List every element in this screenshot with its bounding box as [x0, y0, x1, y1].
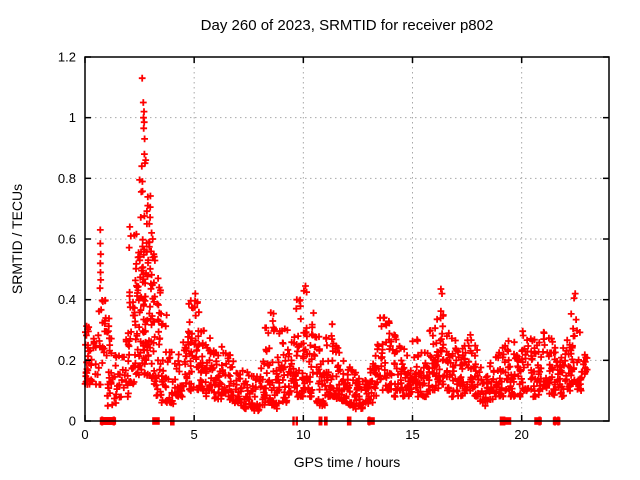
y-tick-label: 0.8: [58, 171, 76, 186]
x-axis-label: GPS time / hours: [294, 454, 401, 470]
x-tick-label: 15: [405, 427, 419, 442]
y-tick-labels: 0 0.2 0.4 0.6 0.8 1 1.2: [58, 50, 76, 429]
y-tick-label: 0.2: [58, 353, 76, 368]
x-tick-label: 0: [81, 427, 88, 442]
y-tick-label: 1.2: [58, 50, 76, 65]
gridlines: [85, 57, 609, 421]
x-tick-labels: 0 5 10 15 20: [81, 427, 529, 442]
x-tick-label: 20: [514, 427, 528, 442]
axis-ticks: [84, 56, 609, 422]
y-tick-label: 0.6: [58, 232, 76, 247]
x-tick-label: 5: [191, 427, 198, 442]
y-tick-label: 1: [69, 110, 76, 125]
x-tick-label: 10: [296, 427, 310, 442]
chart-title: Day 260 of 2023, SRMTID for receiver p80…: [201, 17, 494, 34]
y-tick-label: 0.4: [58, 292, 76, 307]
y-axis-label: SRMTID / TECUs: [9, 184, 25, 294]
data-points: [81, 74, 591, 415]
y-tick-label: 0: [69, 414, 76, 429]
